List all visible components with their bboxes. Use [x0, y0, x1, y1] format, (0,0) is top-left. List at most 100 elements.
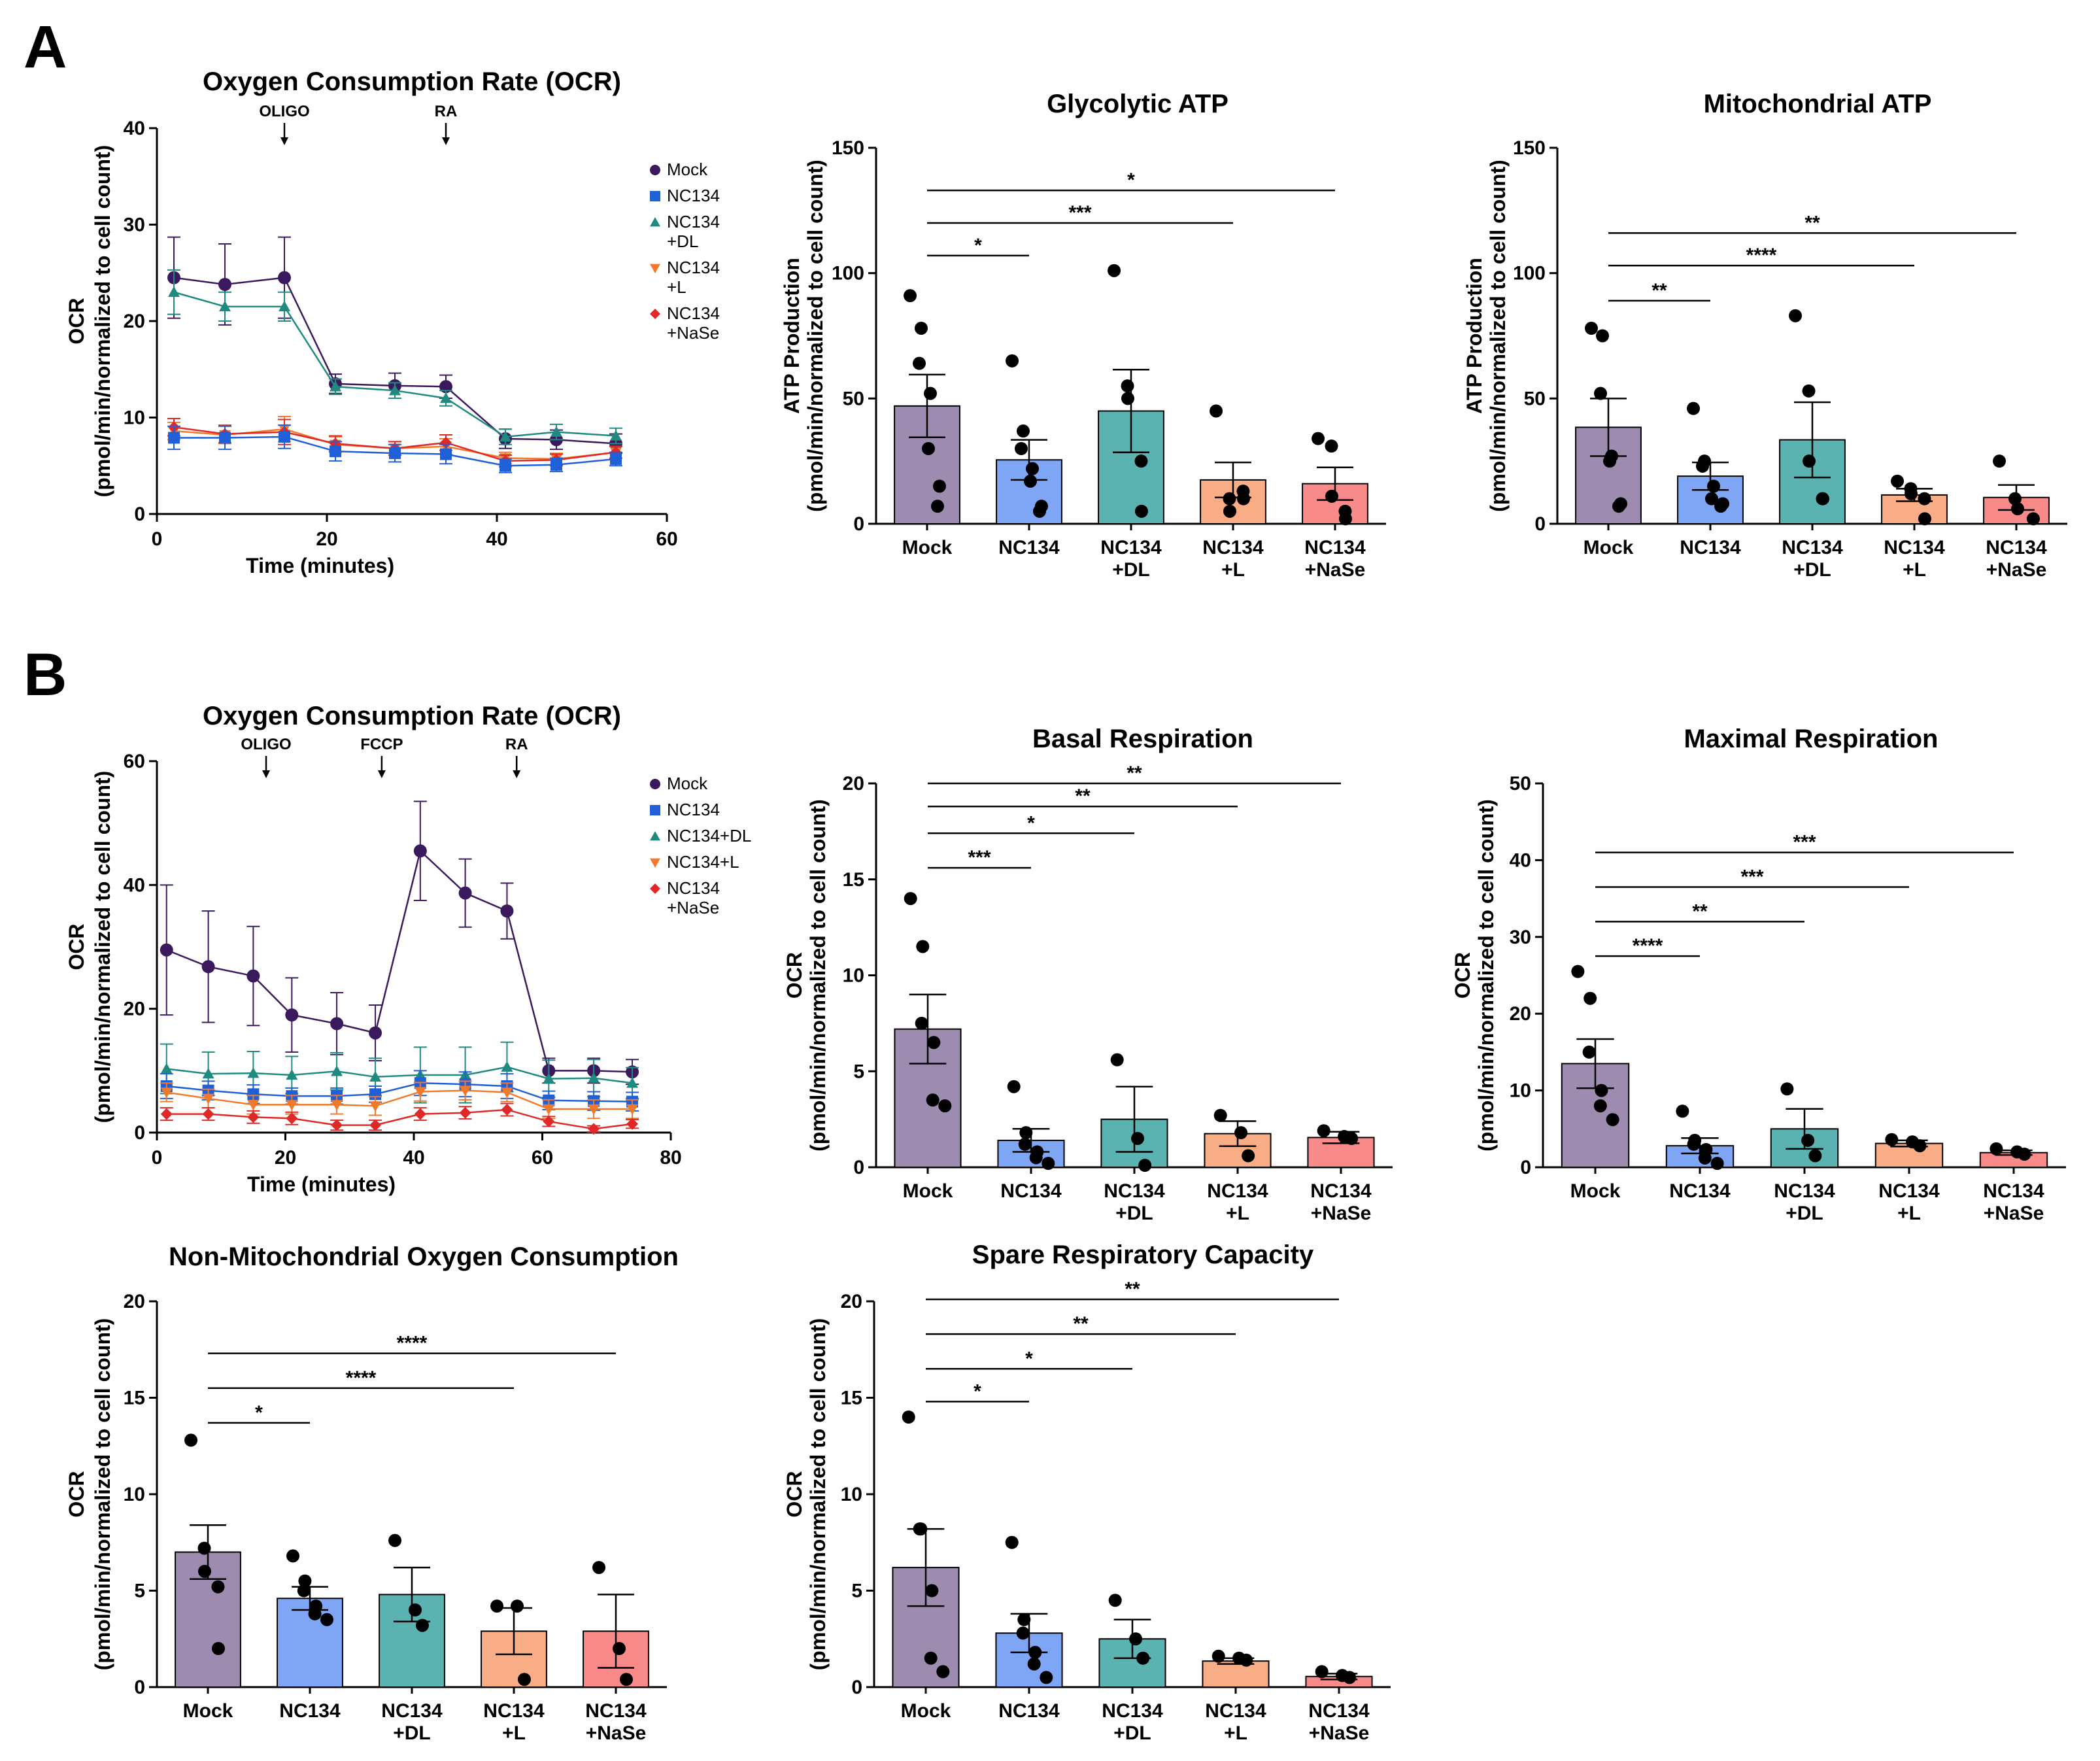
- data-point: [1317, 1124, 1330, 1138]
- data-marker: [202, 1068, 214, 1079]
- data-marker: [286, 1069, 298, 1080]
- data-point: [2026, 512, 2040, 526]
- data-point: [1042, 1157, 1055, 1171]
- x-tick-label: NC134: [1669, 1180, 1731, 1202]
- x-tick-label: NC134: [1102, 1700, 1163, 1722]
- data-point: [925, 1584, 939, 1598]
- data-point: [490, 1599, 504, 1613]
- significance-label: ****: [346, 1367, 377, 1389]
- injection-arrow-head: [280, 137, 288, 145]
- data-point: [1918, 492, 1931, 505]
- chart-B_ocr: 0 20 40 60 OCR (pmol/min/normalized to cell c…: [65, 702, 751, 1196]
- data-marker: [550, 458, 562, 471]
- data-point: [936, 1665, 950, 1679]
- x-tick-label: +L: [502, 1722, 526, 1744]
- significance-label: *: [974, 235, 982, 256]
- injection-label: OLIGO: [259, 103, 309, 120]
- x-tick-label: NC134: [483, 1700, 545, 1722]
- data-marker: [285, 1008, 299, 1022]
- chart-B_max: 0 10 20 30 40 50 OCR (pmol/min/normalized to ce…: [1451, 725, 2066, 1224]
- data-marker: [331, 1065, 343, 1076]
- bar: [1575, 426, 1642, 525]
- data-marker: [219, 300, 231, 312]
- chart-title: Basal Respiration: [1032, 725, 1253, 753]
- x-tick-label: NC134: [1782, 537, 1843, 558]
- data-marker: [440, 448, 452, 460]
- x-tick-label: +DL: [1786, 1203, 1823, 1224]
- data-point: [1594, 386, 1608, 400]
- y-tick-label: 0: [851, 1677, 862, 1698]
- data-point: [1240, 1653, 1253, 1667]
- data-point: [1108, 264, 1121, 277]
- y-axis-sublabel: (pmol/min/normalized to cell count): [91, 145, 114, 498]
- data-point: [1138, 1159, 1152, 1172]
- legend-label: +L: [667, 277, 686, 297]
- x-tick-label: NC134: [998, 1700, 1060, 1722]
- y-tick-label: 10: [1510, 1080, 1531, 1102]
- data-marker: [160, 1108, 173, 1120]
- data-marker: [279, 300, 290, 312]
- data-point: [1602, 454, 1616, 468]
- y-tick-label: 0: [1520, 1157, 1531, 1178]
- data-point: [1005, 1535, 1019, 1549]
- bar: [1202, 1660, 1270, 1688]
- data-point: [2018, 1148, 2031, 1161]
- x-tick-label: Mock: [1570, 1180, 1621, 1202]
- x-tick-label: 80: [660, 1147, 681, 1169]
- data-point: [1223, 504, 1237, 518]
- y-tick-label: 5: [853, 1061, 864, 1082]
- x-tick-label: 40: [403, 1147, 424, 1169]
- data-point: [1593, 1099, 1607, 1113]
- y-tick-label: 15: [124, 1388, 145, 1409]
- legend-label: NC134: [667, 303, 720, 323]
- data-marker: [501, 1103, 513, 1116]
- data-point: [1891, 474, 1905, 488]
- data-marker: [543, 1104, 555, 1116]
- y-tick-label: 40: [124, 118, 145, 139]
- y-axis-label: OCR: [65, 1471, 88, 1517]
- data-marker: [501, 1087, 513, 1099]
- data-point: [938, 1099, 952, 1113]
- x-tick-label: +L: [1226, 1203, 1249, 1224]
- data-point: [2010, 502, 2024, 515]
- data-point: [1585, 322, 1599, 335]
- x-axis-label: Time (minutes): [246, 554, 394, 577]
- y-tick-label: 15: [841, 1388, 862, 1409]
- series-line: [166, 1089, 633, 1110]
- data-point: [921, 442, 935, 455]
- chart-B_basal: 0 5 10 15 20 OCR (pmol/min/normalized to cell …: [783, 725, 1393, 1224]
- data-point: [1108, 1594, 1122, 1607]
- data-point: [592, 1561, 606, 1575]
- data-point: [286, 1549, 300, 1563]
- data-point: [211, 1580, 225, 1594]
- data-marker: [202, 1093, 214, 1104]
- y-tick-label: 50: [843, 388, 864, 409]
- series-line: [173, 277, 617, 445]
- data-point: [932, 479, 946, 493]
- legend-label: +NaSe: [667, 323, 719, 343]
- data-point: [388, 1533, 402, 1547]
- x-tick-label: NC134: [1308, 1700, 1370, 1722]
- data-point: [415, 1618, 429, 1632]
- data-point: [1015, 442, 1028, 455]
- significance-label: ***: [968, 847, 991, 868]
- series-NC134+DL: [167, 269, 622, 445]
- data-point: [1606, 1113, 1619, 1127]
- y-tick-label: 10: [841, 1484, 862, 1505]
- y-axis-label: OCR: [1451, 952, 1474, 999]
- data-point: [913, 356, 926, 370]
- data-marker: [459, 1086, 471, 1097]
- y-tick-label: 20: [124, 1291, 145, 1312]
- legend-marker: [650, 309, 660, 319]
- injection-label: OLIGO: [241, 736, 291, 753]
- significance-label: **: [1126, 762, 1142, 784]
- data-marker: [286, 1112, 298, 1125]
- data-point: [1913, 1139, 1927, 1153]
- chart-title: Oxygen Consumption Rate (OCR): [203, 67, 621, 96]
- chart-title: Maximal Respiration: [1684, 725, 1938, 753]
- x-tick-label: 0: [152, 528, 163, 550]
- series-Mock: [167, 236, 622, 454]
- significance-label: ****: [1746, 245, 1777, 266]
- data-point: [1029, 1151, 1043, 1165]
